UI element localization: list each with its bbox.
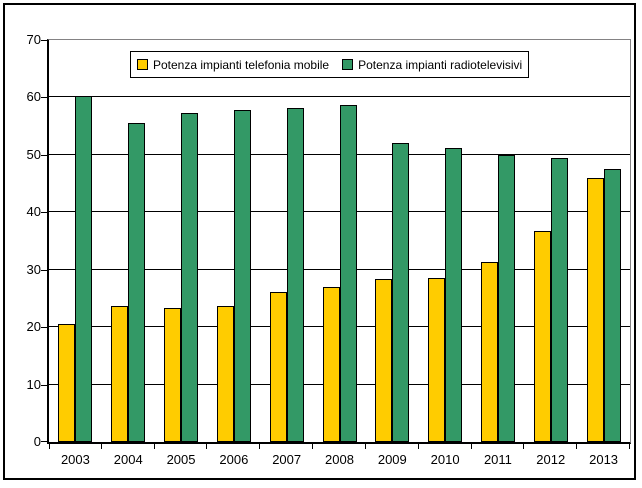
y-tick-40 — [41, 212, 47, 214]
y-tick-50 — [41, 154, 47, 156]
legend-item-radiotelevisivi: Potenza impianti radiotelevisivi — [342, 58, 522, 72]
gridline-60 — [49, 96, 630, 98]
y-axis-label-20: 20 — [26, 319, 41, 335]
x-axis-label-2010: 2010 — [430, 452, 460, 467]
x-axis-label-2009: 2009 — [377, 452, 407, 467]
y-axis-label-50: 50 — [26, 146, 41, 162]
legend-swatch-telefonia-mobile-icon — [137, 59, 148, 70]
y-axis-label-30: 30 — [26, 261, 41, 277]
y-tick-10 — [41, 384, 47, 386]
x-tick — [259, 444, 261, 449]
y-axis-label-0: 0 — [33, 434, 41, 449]
x-axis-label-2003: 2003 — [60, 452, 90, 467]
legend: Potenza impianti telefonia mobile Potenz… — [130, 51, 530, 78]
x-tick — [470, 444, 472, 449]
x-axis-label-2004: 2004 — [113, 452, 143, 467]
bar-telefonia-mobile-2006 — [216, 305, 234, 442]
bar-telefonia-mobile-2008 — [322, 286, 340, 442]
bar-telefonia-mobile-2011 — [480, 261, 498, 442]
legend-label-radiotelevisivi: Potenza impianti radiotelevisivi — [358, 57, 523, 72]
bar-telefonia-mobile-2010 — [428, 277, 446, 442]
x-tick — [206, 444, 208, 449]
x-axis-label-2011: 2011 — [483, 452, 512, 467]
x-tick — [576, 444, 578, 449]
y-axis-label-40: 40 — [26, 204, 41, 220]
y-axis-label-60: 60 — [26, 89, 41, 105]
bar-telefonia-mobile-2013 — [586, 178, 604, 442]
x-tick — [417, 444, 419, 449]
x-tick — [49, 444, 50, 449]
y-axis-label-10: 10 — [26, 376, 41, 392]
bar-radiotelevisivi-2008 — [339, 105, 357, 442]
legend-label-telefonia-mobile: Potenza impianti telefonia mobile — [153, 57, 330, 72]
bar-radiotelevisivi-2006 — [233, 109, 251, 442]
x-tick — [153, 444, 155, 449]
x-axis-label-2005: 2005 — [166, 452, 196, 467]
y-tick-60 — [41, 97, 47, 99]
legend-item-telefonia-mobile: Potenza impianti telefonia mobile — [137, 58, 329, 72]
y-tick-0 — [41, 441, 47, 442]
bar-radiotelevisivi-2004 — [128, 123, 146, 442]
bar-radiotelevisivi-2011 — [497, 155, 515, 442]
x-axis-label-2008: 2008 — [325, 452, 354, 467]
legend-swatch-radiotelevisivi-icon — [342, 59, 354, 70]
bar-telefonia-mobile-2012 — [533, 230, 551, 442]
bar-radiotelevisivi-2005 — [181, 112, 199, 442]
x-axis-label-2013: 2013 — [589, 452, 619, 467]
bar-telefonia-mobile-2003 — [58, 323, 76, 442]
bar-radiotelevisivi-2012 — [550, 158, 568, 442]
x-tick — [312, 444, 314, 449]
plot-area — [41, 39, 631, 449]
y-tick-20 — [41, 327, 47, 329]
x-tick — [523, 444, 525, 449]
x-axis-label-2012: 2012 — [536, 452, 566, 467]
y-tick-30 — [41, 269, 47, 271]
x-axis-label-2006: 2006 — [219, 452, 249, 467]
y-axis-label-70: 70 — [26, 32, 41, 47]
x-tick — [364, 444, 366, 449]
x-tick — [629, 444, 630, 449]
bar-telefonia-mobile-2004 — [111, 305, 129, 442]
x-axis-label-2007: 2007 — [272, 452, 302, 467]
bar-radiotelevisivi-2003 — [75, 96, 93, 442]
bar-telefonia-mobile-2005 — [164, 307, 182, 442]
x-tick — [100, 444, 102, 449]
bar-radiotelevisivi-2013 — [603, 168, 621, 442]
bar-radiotelevisivi-2009 — [392, 143, 410, 442]
y-tick-70 — [41, 40, 47, 41]
bar-telefonia-mobile-2009 — [375, 278, 393, 442]
chart-frame: 0 10 20 30 40 50 60 70 2003 2004 2005 2006 2007 2008… — [3, 3, 636, 480]
bar-radiotelevisivi-2010 — [445, 147, 463, 442]
bar-telefonia-mobile-2007 — [269, 291, 287, 442]
bar-radiotelevisivi-2007 — [286, 107, 304, 442]
